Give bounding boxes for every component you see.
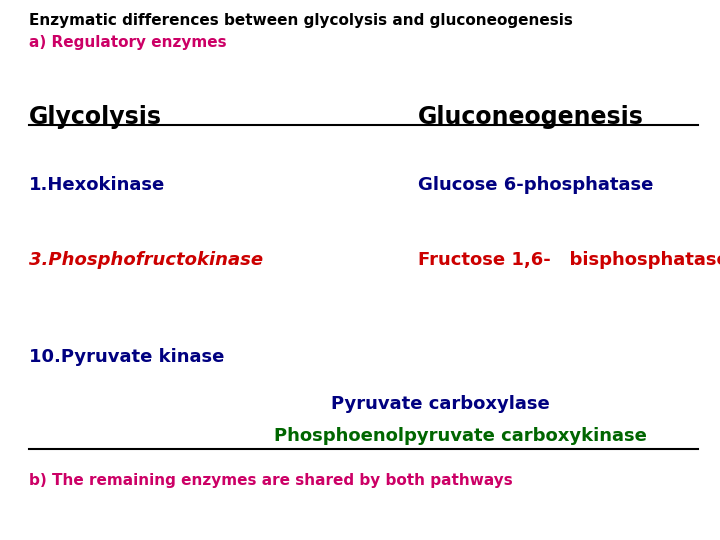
Text: Glycolysis: Glycolysis xyxy=(29,105,162,129)
Text: a) Regulatory enzymes: a) Regulatory enzymes xyxy=(29,35,226,50)
Text: Pyruvate carboxylase: Pyruvate carboxylase xyxy=(331,395,550,413)
Text: 3.Phosphofructokinase: 3.Phosphofructokinase xyxy=(29,251,263,269)
Text: 10.Pyruvate kinase: 10.Pyruvate kinase xyxy=(29,348,224,366)
Text: Phosphoenolpyruvate carboxykinase: Phosphoenolpyruvate carboxykinase xyxy=(274,427,647,444)
Text: 1.Hexokinase: 1.Hexokinase xyxy=(29,176,165,193)
Text: b) The remaining enzymes are shared by both pathways: b) The remaining enzymes are shared by b… xyxy=(29,472,513,488)
Text: Enzymatic differences between glycolysis and gluconeogenesis: Enzymatic differences between glycolysis… xyxy=(29,14,572,29)
Text: Fructose 1,6-   bisphosphatase: Fructose 1,6- bisphosphatase xyxy=(418,251,720,269)
Text: Gluconeogenesis: Gluconeogenesis xyxy=(418,105,644,129)
Text: Glucose 6-phosphatase: Glucose 6-phosphatase xyxy=(418,176,653,193)
